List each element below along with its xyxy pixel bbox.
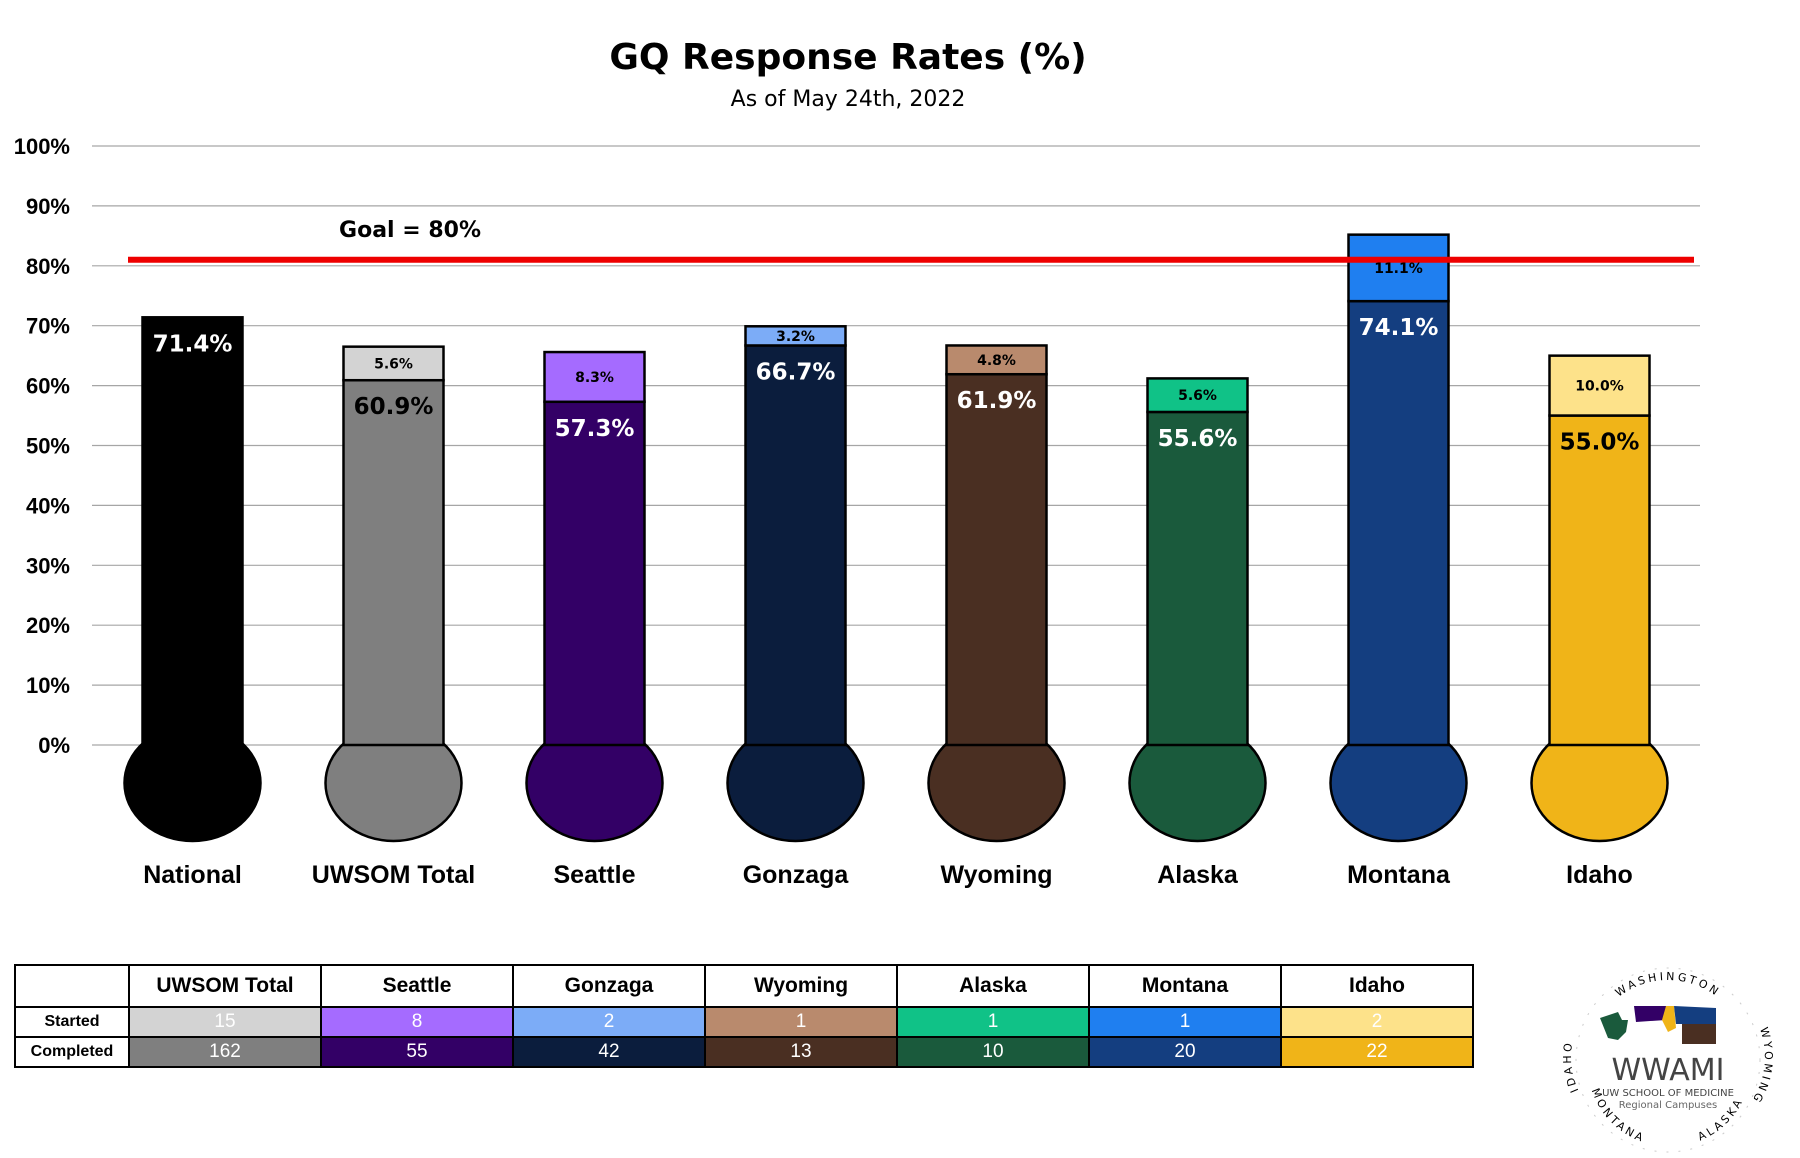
- table-cell: 15: [128, 1006, 322, 1038]
- started-value-label: 4.8%: [977, 353, 1016, 369]
- completed-value-label: 71.4%: [153, 331, 233, 357]
- table-header-cell: Seattle: [320, 964, 514, 1008]
- started-value-label: 10.0%: [1575, 379, 1624, 395]
- category-label: Montana: [1347, 861, 1451, 889]
- y-tick-label: 0%: [38, 733, 70, 758]
- table-cell: 1: [704, 1006, 898, 1038]
- bar-started: [1146, 377, 1249, 414]
- category-label: Wyoming: [940, 861, 1052, 889]
- table-header-cell: Wyoming: [704, 964, 898, 1008]
- started-value-label: 3.2%: [776, 329, 815, 345]
- table-header-row: UWSOM Total Seattle Gonzaga Wyoming Alaska Mo…: [14, 964, 1474, 1008]
- table-row: Completed 162 55 42 13 10 20 22: [14, 1036, 1474, 1068]
- logo-arc-wyoming: WYOMING: [1749, 1026, 1775, 1107]
- logo-ring: [1575, 967, 1761, 1153]
- category-label: National: [143, 861, 242, 889]
- response-rate-chart: GQ Response Rates (%) As of May 24th, 20…: [14, 37, 1700, 889]
- category-label: Seattle: [554, 861, 636, 889]
- bar-completed: [1347, 299, 1450, 747]
- logo-wordmark: WWAMI: [1612, 1053, 1725, 1088]
- y-tick-label: 10%: [26, 673, 70, 698]
- counts-table: UWSOM Total Seattle Gonzaga Wyoming Alaska Mo…: [14, 964, 1474, 1068]
- row-label: Started: [14, 1006, 130, 1038]
- states-map-icon: [1600, 1006, 1716, 1044]
- bar-completed: [744, 344, 847, 747]
- category-label: Idaho: [1566, 861, 1633, 889]
- table-cell: 55: [320, 1036, 514, 1068]
- table-cell: 2: [512, 1006, 706, 1038]
- logo-line2: Regional Campuses: [1619, 1100, 1717, 1111]
- category-labels: National UWSOM Total Seattle Gonzaga Wyoming…: [143, 861, 1633, 889]
- bar-started: [342, 345, 445, 382]
- table-cell: 162: [128, 1036, 322, 1068]
- bar-completed: [342, 378, 445, 747]
- y-tick-label: 50%: [26, 434, 70, 459]
- y-tick-label: 80%: [26, 254, 70, 279]
- row-label: Completed: [14, 1036, 130, 1068]
- y-tick-label: 60%: [26, 374, 70, 399]
- logo-line1: UW SCHOOL OF MEDICINE: [1602, 1088, 1734, 1099]
- data-labels: 71.4% 5.6% 60.9% 8.3% 57.3% 3.2% 66.7% 4.8% 61.9…: [153, 261, 1640, 456]
- goal-label: Goal = 80%: [339, 218, 481, 243]
- bar-started: [744, 325, 847, 347]
- completed-value-label: 55.0%: [1560, 430, 1640, 456]
- started-value-label: 8.3%: [575, 370, 614, 386]
- bar-started: [1548, 354, 1651, 417]
- logo-arc-idaho: IDAHO: [1561, 1039, 1581, 1094]
- completed-value-label: 74.1%: [1359, 315, 1439, 341]
- wwami-logo: WASHINGTON IDAHO WYOMING MONTANA ALASKA …: [1561, 967, 1775, 1153]
- completed-value-label: 66.7%: [756, 359, 836, 385]
- bar-started: [543, 350, 646, 404]
- chart-subtitle: As of May 24th, 2022: [731, 87, 966, 112]
- table-cell: 1: [896, 1006, 1090, 1038]
- table-cell: 13: [704, 1036, 898, 1068]
- table-cell: 2: [1280, 1006, 1474, 1038]
- started-value-label: 11.1%: [1374, 261, 1423, 277]
- thermometer-bulbs: [123, 723, 1669, 843]
- y-tick-label: 100%: [14, 134, 70, 159]
- started-value-label: 5.6%: [1178, 388, 1217, 404]
- bar-started: [1347, 233, 1450, 303]
- table-cell: 8: [320, 1006, 514, 1038]
- started-value-label: 5.6%: [374, 356, 413, 372]
- gridlines: [92, 145, 1700, 746]
- table-header-cell: Alaska: [896, 964, 1090, 1008]
- chart-title: GQ Response Rates (%): [609, 37, 1086, 78]
- table-header-cell: Gonzaga: [512, 964, 706, 1008]
- table-cell: 10: [896, 1036, 1090, 1068]
- y-tick-label: 90%: [26, 194, 70, 219]
- logo-arc-washington: WASHINGTON: [1613, 970, 1723, 1000]
- y-tick-label: 70%: [26, 314, 70, 339]
- table-corner-cell: [14, 964, 130, 1008]
- y-tick-label: 30%: [26, 553, 70, 578]
- goal-line-group: Goal = 80%: [128, 218, 1694, 263]
- bar-started: [945, 344, 1048, 376]
- category-label: Gonzaga: [743, 861, 850, 889]
- bar-completed: [1146, 410, 1249, 747]
- completed-value-label: 61.9%: [957, 388, 1037, 414]
- category-label: UWSOM Total: [312, 861, 475, 889]
- y-tick-label: 20%: [26, 613, 70, 638]
- table-header-cell: Idaho: [1280, 964, 1474, 1008]
- table-cell: 20: [1088, 1036, 1282, 1068]
- bars: [141, 233, 1651, 747]
- table-header-cell: Montana: [1088, 964, 1282, 1008]
- table-header-cell: UWSOM Total: [128, 964, 322, 1008]
- table-row: Started 15 8 2 1 1 1 2: [14, 1006, 1474, 1038]
- bar-completed: [1548, 414, 1651, 747]
- table-cell: 42: [512, 1036, 706, 1068]
- bar-completed: [543, 400, 646, 747]
- completed-value-label: 55.6%: [1158, 426, 1238, 452]
- bar-completed: [945, 372, 1048, 747]
- table-cell: 22: [1280, 1036, 1474, 1068]
- completed-value-label: 60.9%: [354, 394, 434, 420]
- category-label: Alaska: [1157, 861, 1239, 889]
- bar-completed: [141, 316, 244, 747]
- completed-value-label: 57.3%: [555, 416, 635, 442]
- table-cell: 1: [1088, 1006, 1282, 1038]
- y-axis-ticks: 0% 10% 20% 30% 40% 50% 60% 70% 80% 90% 100%: [14, 134, 70, 758]
- y-tick-label: 40%: [26, 493, 70, 518]
